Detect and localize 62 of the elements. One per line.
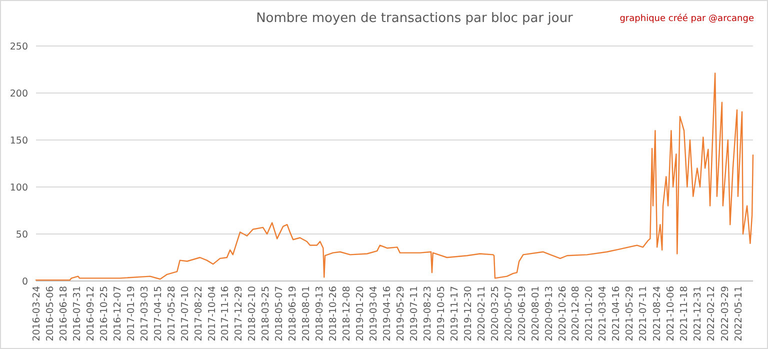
- x-tick-label: 2017-03-03: [139, 286, 150, 342]
- x-tick-label: 2020-09-13: [544, 286, 555, 342]
- x-tick-label: 2018-06-19: [288, 286, 299, 342]
- x-tick-label: 2021-05-29: [624, 286, 636, 342]
- line-series: [35, 72, 754, 281]
- x-tick-label: 2022-05-11: [733, 286, 744, 342]
- x-tick-label: 2018-03-25: [260, 286, 272, 342]
- x-tick-label: 2017-11-16: [220, 286, 232, 342]
- x-tick-label: 2022-03-29: [720, 286, 731, 342]
- x-tick-label: 2022-02-12: [706, 286, 717, 342]
- x-tick-label: 2020-08-01: [530, 286, 542, 342]
- y-tick-label: 100: [10, 182, 28, 194]
- x-tick-label: 2020-05-07: [503, 286, 514, 342]
- x-tick-label: 2019-08-23: [422, 286, 434, 342]
- x-tick-label: 2018-10-26: [328, 286, 340, 342]
- x-tick-label: 2021-10-06: [665, 286, 676, 342]
- x-tick-label: 2019-10-05: [436, 286, 447, 342]
- x-tick-label: 2019-11-17: [449, 286, 460, 342]
- x-tick-label: 2017-10-04: [206, 286, 218, 342]
- x-tick-label: 2017-07-10: [180, 286, 191, 342]
- x-tick-label: 2019-07-11: [408, 286, 420, 342]
- x-tick-label: 2017-08-22: [193, 286, 204, 342]
- x-tick-label: 2019-12-30: [462, 286, 474, 342]
- y-tick-label: 0: [22, 276, 28, 288]
- x-tick-label: 2020-10-26: [557, 286, 568, 342]
- y-tick-label: 250: [10, 42, 28, 52]
- x-tick-label: 2016-10-25: [98, 286, 110, 342]
- y-tick-label: 50: [16, 230, 28, 240]
- x-tick-label: 2019-03-04: [368, 286, 380, 342]
- x-tick-label: 2017-01-19: [126, 286, 137, 342]
- y-tick-label: 150: [10, 136, 28, 146]
- x-tick-label: 2020-06-19: [516, 286, 528, 342]
- x-tick-label: 2016-06-18: [58, 286, 70, 342]
- x-tick-label: 2016-05-06: [44, 286, 56, 342]
- x-tick-label: 2019-05-29: [395, 286, 406, 342]
- x-tick-label: 2021-11-18: [678, 286, 690, 342]
- x-tick-label: 2021-08-24: [652, 286, 663, 342]
- y-tick-label: 200: [10, 88, 28, 100]
- x-tick-label: 2018-12-08: [342, 286, 353, 342]
- x-tick-label: 2016-03-24: [32, 286, 42, 342]
- x-tick-label: 2021-03-04: [598, 286, 609, 342]
- x-tick-label: 2020-02-11: [476, 286, 488, 342]
- x-tick-label: 2019-01-20: [355, 286, 366, 342]
- x-tick-label: 2021-04-16: [611, 286, 622, 342]
- x-tick-label: 2017-04-15: [152, 286, 164, 342]
- x-tick-label: 2016-12-07: [112, 286, 124, 342]
- text: graphique créé par @arcange: [620, 13, 754, 24]
- x-tick-label: 2020-03-25: [490, 286, 501, 342]
- x-tick-label: 2021-07-11: [638, 286, 650, 342]
- x-tick-label: 2016-09-12: [85, 286, 96, 342]
- x-tick-label: 2018-09-13: [314, 286, 326, 342]
- x-tick-label: 2019-04-16: [382, 286, 394, 342]
- x-tick-label: 2018-02-10: [247, 286, 258, 342]
- x-tick-label: 2017-12-29: [234, 286, 245, 342]
- chart-title: Nombre moyen de transactions par bloc par jour: [256, 11, 574, 26]
- x-tick-label: 2018-08-01: [301, 286, 312, 342]
- x-tick-label: 2017-05-28: [166, 286, 178, 342]
- x-tick-label: 2021-01-20: [584, 286, 596, 342]
- x-tick-label: 2018-05-07: [274, 286, 286, 342]
- x-tick-label: 2016-07-31: [72, 286, 83, 342]
- x-tick-label: 2021-12-31: [692, 286, 704, 342]
- x-tick-label: 2020-12-08: [570, 286, 582, 342]
